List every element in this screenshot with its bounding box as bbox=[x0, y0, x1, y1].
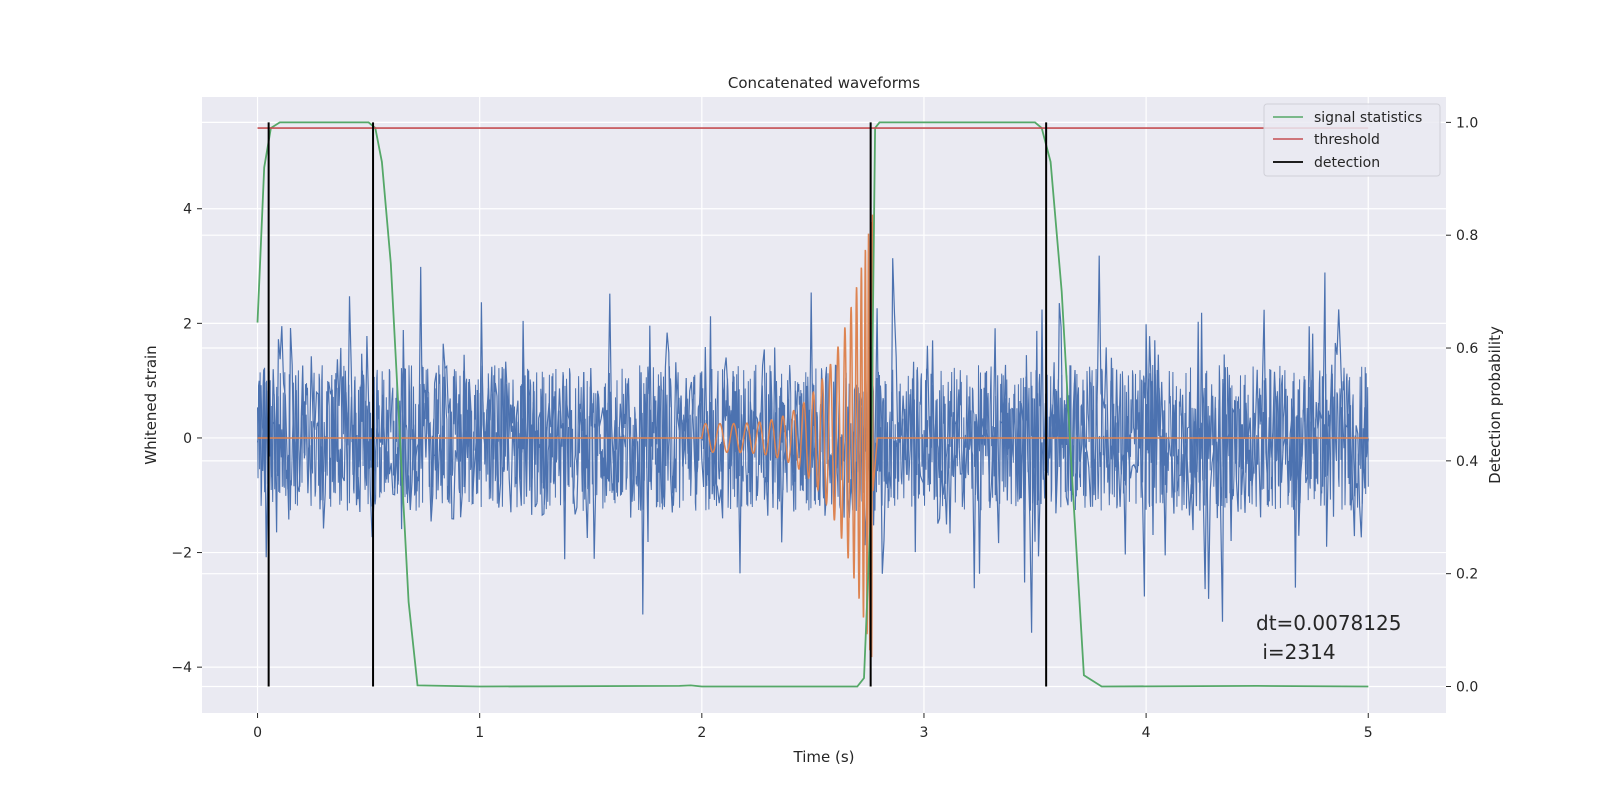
y-tick-label: 4 bbox=[183, 202, 192, 218]
x-tick-label: 5 bbox=[1364, 725, 1373, 741]
y-tick-label-right: 0.2 bbox=[1456, 567, 1478, 583]
ticks-layer: 0 1 2 3 4 5 −4 −2 0 2 4 0.0 0.2 0.4 0.6 0.8 1.0 bbox=[171, 115, 1478, 741]
x-tick-label: 4 bbox=[1142, 725, 1151, 741]
series-strain-noise-core bbox=[257, 364, 1369, 511]
x-tick-label: 3 bbox=[920, 725, 929, 741]
y-tick-label: 0 bbox=[183, 431, 192, 447]
legend-box bbox=[1263, 103, 1441, 177]
series-chirp-template bbox=[257, 214, 1369, 658]
y-tick-label-right: 0.8 bbox=[1456, 228, 1478, 244]
y-tick-label: 2 bbox=[183, 316, 192, 332]
x-axis-label: Time (s) bbox=[793, 748, 855, 766]
y-tick-label-right: 0.6 bbox=[1456, 341, 1478, 357]
y-tick-label-right: 0.4 bbox=[1456, 454, 1478, 470]
chart-title: Concatenated waveforms bbox=[728, 74, 920, 92]
x-tick-label: 2 bbox=[697, 725, 706, 741]
annotation-i: i=2314 bbox=[1256, 640, 1336, 664]
legend-label-threshold: threshold bbox=[1314, 132, 1380, 148]
y-tick-label-right: 1.0 bbox=[1456, 115, 1478, 131]
y-tick-label-right: 0.0 bbox=[1456, 679, 1478, 695]
series-layer bbox=[256, 121, 1369, 688]
x-tick-label: 1 bbox=[475, 725, 484, 741]
y-axis-label: Whitened strain bbox=[142, 345, 160, 464]
legend: signal statistics threshold detection bbox=[1263, 103, 1441, 177]
series-signal-statistics bbox=[256, 121, 1369, 688]
x-tick-label: 0 bbox=[253, 725, 262, 741]
annotation: dt=0.0078125 i=2314 bbox=[1256, 611, 1401, 664]
y-tick-label: −2 bbox=[171, 546, 192, 562]
legend-label-detection: detection bbox=[1314, 155, 1380, 171]
y-axis-label-right: Detection probability bbox=[1486, 326, 1504, 484]
annotation-dt: dt=0.0078125 bbox=[1256, 611, 1401, 635]
y-tick-label: −4 bbox=[171, 660, 192, 676]
legend-label-signal-statistics: signal statistics bbox=[1314, 110, 1422, 126]
